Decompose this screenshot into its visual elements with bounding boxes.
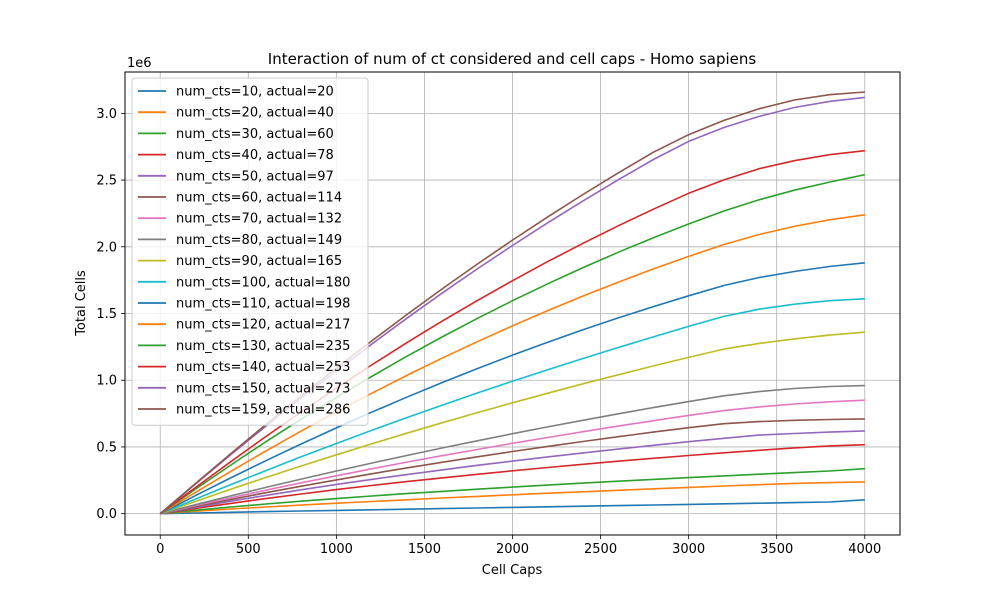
legend-entry-label: num_cts=20, actual=40 bbox=[176, 106, 334, 121]
y-tick-label: 3.0 bbox=[96, 107, 117, 122]
series-line-2 bbox=[160, 481, 865, 515]
x-tick-label: 3000 bbox=[672, 542, 705, 557]
series-line-9 bbox=[159, 331, 865, 515]
x-axis-label: Cell Caps bbox=[482, 563, 543, 578]
series-line-14 bbox=[159, 149, 865, 515]
series-line-12 bbox=[159, 214, 865, 515]
series-layer bbox=[159, 91, 865, 515]
series-line-5 bbox=[160, 430, 865, 515]
series-line-4 bbox=[160, 443, 865, 515]
legend-box bbox=[131, 77, 369, 426]
x-tick-label: 2500 bbox=[584, 542, 617, 557]
legend-entry-label: num_cts=90, actual=165 bbox=[176, 254, 342, 269]
x-tick-label: 4000 bbox=[848, 542, 881, 557]
x-tick-label: 3500 bbox=[760, 542, 793, 557]
y-tick-label: 1.0 bbox=[96, 374, 117, 389]
y-tick-label: 1.5 bbox=[96, 307, 117, 322]
series-line-3 bbox=[160, 467, 865, 515]
series-line-8 bbox=[160, 384, 865, 515]
y-tick-label: 0.0 bbox=[96, 507, 117, 522]
series-line-10 bbox=[159, 298, 865, 515]
legend-entry-label: num_cts=100, actual=180 bbox=[176, 275, 350, 290]
chart-title: Interaction of num of ct considered and … bbox=[268, 50, 757, 68]
series-line-1 bbox=[160, 499, 865, 515]
series-line-7 bbox=[160, 399, 865, 515]
legend-entry-label: num_cts=60, actual=114 bbox=[176, 191, 342, 206]
y-tick-label: 2.5 bbox=[96, 174, 117, 189]
x-tick-label: 0 bbox=[156, 542, 164, 557]
x-tick-label: 1000 bbox=[320, 542, 353, 557]
legend-entry-label: num_cts=120, actual=217 bbox=[176, 318, 350, 333]
y-axis: 0.0 0.5 1.0 1.5 2.0 2.5 3.0 bbox=[96, 107, 125, 522]
y-axis-label: Total Cells bbox=[74, 270, 89, 337]
series-line-6 bbox=[160, 418, 865, 515]
legend-entry-label: num_cts=130, actual=235 bbox=[176, 339, 350, 354]
y-tick-label: 0.5 bbox=[96, 440, 117, 455]
legend-entry-label: num_cts=30, actual=60 bbox=[176, 127, 334, 142]
x-tick-label: 2000 bbox=[496, 542, 529, 557]
x-tick-label: 1500 bbox=[408, 542, 441, 557]
legend-entry-label: num_cts=140, actual=253 bbox=[176, 360, 350, 375]
x-tick-label: 500 bbox=[236, 542, 261, 557]
series-line-13 bbox=[159, 173, 865, 515]
legend-entry-label: num_cts=80, actual=149 bbox=[176, 233, 342, 248]
legend-entry-label: num_cts=70, actual=132 bbox=[176, 212, 342, 227]
series-line-11 bbox=[159, 262, 865, 515]
legend-entry-label: num_cts=110, actual=198 bbox=[176, 297, 350, 312]
x-axis: 0 500 1000 1500 2000 2500 3000 3500 4000 bbox=[156, 535, 881, 557]
legend-entry-label: num_cts=150, actual=273 bbox=[176, 381, 350, 396]
legend-entry-label: num_cts=40, actual=78 bbox=[176, 148, 334, 163]
legend: num_cts=10, actual=20 num_cts=20, actual=… bbox=[131, 77, 369, 426]
legend-entry-label: num_cts=10, actual=20 bbox=[176, 85, 334, 100]
y-axis-offset-text: 1e6 bbox=[127, 56, 152, 71]
y-tick-label: 2.0 bbox=[96, 240, 117, 255]
legend-entry-label: num_cts=159, actual=286 bbox=[176, 403, 350, 418]
legend-entry-label: num_cts=50, actual=97 bbox=[176, 169, 334, 184]
